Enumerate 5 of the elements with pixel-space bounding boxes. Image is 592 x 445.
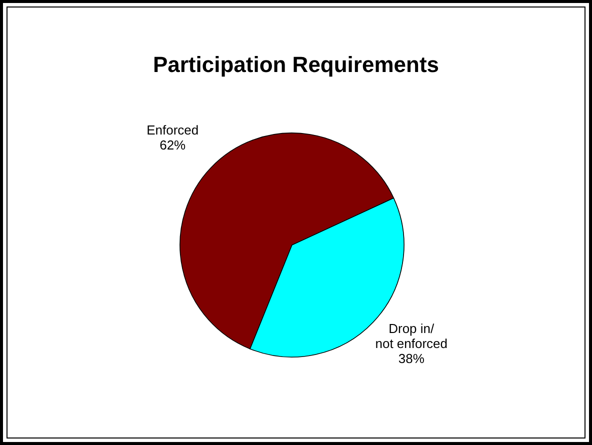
data-label: 38% — [398, 350, 425, 366]
slice-label: Enforced — [146, 122, 199, 138]
chart-title: Participation Requirements — [152, 52, 440, 77]
slice-label: Drop in/ not enforced — [375, 320, 448, 351]
data-label: 62% — [160, 138, 186, 153]
